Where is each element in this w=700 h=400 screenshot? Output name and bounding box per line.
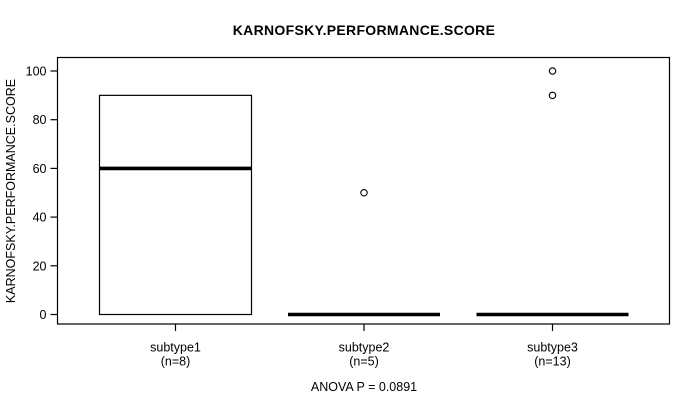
group-label: subtype2 [339, 341, 390, 355]
chart-title: KARNOFSKY.PERFORMANCE.SCORE [233, 22, 495, 38]
y-tick-label: 80 [33, 113, 47, 127]
box-rect [98, 94, 253, 316]
outlier-point [360, 189, 368, 197]
y-tick-label: 0 [40, 308, 47, 322]
group-label: subtype3 [527, 341, 578, 355]
y-tick-label: 100 [26, 65, 47, 79]
y-tick-label: 40 [33, 211, 47, 225]
group-count-label: (n=13) [534, 355, 570, 369]
plot-layer: 0 20 40 60 80 100 subtype1(n=8) subtype2(n=5) su… [26, 56, 671, 369]
outlier-point [548, 67, 557, 75]
group-count-label: (n=5) [349, 355, 379, 369]
y-axis-title: KARNOFSKY.PERFORMANCE.SCORE [4, 79, 18, 303]
outlier-point [548, 91, 557, 100]
y-tick-label: 60 [33, 162, 47, 176]
anova-p-label: ANOVA P = 0.0891 [311, 380, 417, 394]
group-label: subtype1 [150, 341, 201, 355]
group-count-label: (n=8) [161, 355, 191, 369]
y-tick-label: 20 [33, 259, 47, 273]
